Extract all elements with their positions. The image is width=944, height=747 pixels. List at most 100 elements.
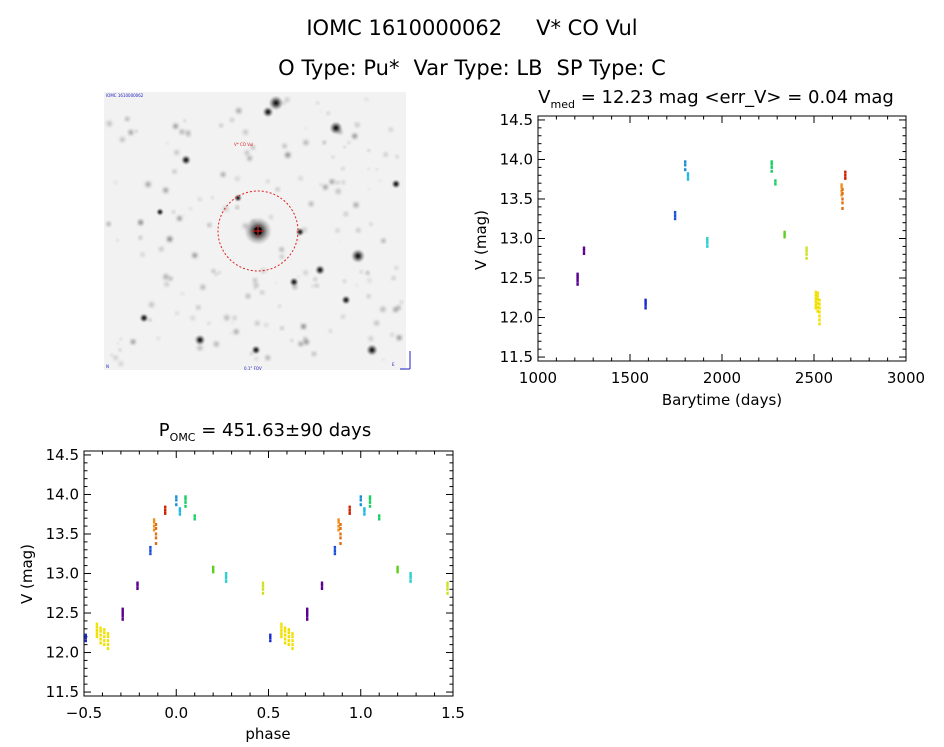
data-point — [805, 252, 808, 256]
data-point — [99, 626, 102, 630]
data-point — [841, 201, 844, 205]
bright-star — [366, 344, 378, 356]
data-point — [164, 505, 167, 509]
faint-star — [164, 282, 169, 287]
data-point — [291, 635, 294, 639]
faint-star — [235, 206, 239, 209]
data-point — [816, 305, 819, 309]
star-name: V* CO Vul — [536, 16, 638, 40]
data-point — [106, 635, 110, 639]
faint-star — [369, 223, 373, 226]
data-point — [686, 174, 690, 178]
phase-curve-y-label: V (mag) — [18, 544, 36, 604]
data-point — [283, 637, 287, 641]
data-point — [280, 632, 283, 636]
faint-star — [118, 348, 122, 352]
header-line-2: O Type: Pu* Var Type: LB SP Type: C — [0, 56, 944, 80]
thumbnail-label-top: IOMC 1610000062 — [106, 93, 144, 98]
data-point — [106, 647, 110, 651]
faint-star — [304, 127, 307, 130]
data-point — [378, 514, 381, 518]
data-point — [409, 572, 412, 575]
data-point — [136, 581, 139, 585]
faint-star — [265, 355, 270, 360]
x-tick-label: 0.0 — [164, 704, 188, 722]
x-tick-label: 0.5 — [257, 704, 281, 722]
data-point — [320, 587, 324, 590]
faint-star — [181, 292, 184, 296]
variable-type: Var Type: LB — [413, 56, 543, 80]
faint-star — [221, 172, 226, 177]
faint-star — [343, 212, 348, 216]
data-point — [684, 160, 687, 164]
bright-star — [289, 277, 299, 287]
faint-star — [285, 152, 291, 158]
faint-star — [341, 167, 345, 171]
data-point — [269, 636, 272, 639]
bright-star — [194, 334, 206, 346]
faint-star — [180, 129, 184, 134]
data-point — [212, 565, 215, 569]
faint-star — [365, 97, 368, 101]
faint-star — [120, 137, 125, 142]
faint-star — [236, 108, 242, 114]
faint-star — [183, 119, 186, 122]
data-point — [149, 552, 152, 556]
data-point — [363, 507, 366, 511]
data-point — [320, 583, 324, 587]
bright-star — [180, 154, 192, 166]
faint-star — [253, 278, 257, 283]
faint-star — [394, 266, 398, 270]
faint-star — [198, 197, 202, 201]
faint-star — [297, 239, 300, 242]
data-point — [261, 584, 265, 588]
data-point — [178, 507, 182, 511]
data-point — [136, 587, 139, 590]
data-point — [121, 617, 124, 621]
data-point — [99, 629, 102, 633]
data-point — [152, 518, 156, 522]
data-point — [644, 303, 647, 307]
light-curve-y-label: V (mag) — [472, 210, 490, 270]
data-point — [686, 172, 690, 176]
data-point — [368, 497, 372, 501]
data-point — [175, 495, 178, 499]
data-point — [291, 647, 294, 651]
faint-star — [200, 285, 206, 290]
data-point — [95, 635, 99, 639]
faint-star — [167, 236, 173, 242]
data-point — [337, 520, 340, 524]
faint-star — [279, 247, 284, 252]
faint-star — [323, 185, 328, 190]
data-point — [283, 641, 287, 645]
data-point — [818, 298, 821, 302]
data-point — [840, 185, 843, 189]
faint-star — [233, 329, 239, 335]
faint-star — [390, 333, 394, 337]
faint-star — [319, 183, 322, 186]
faint-star — [303, 140, 309, 146]
faint-star — [335, 228, 340, 233]
data-point — [269, 639, 272, 643]
data-point — [673, 217, 677, 221]
data-point — [706, 244, 709, 248]
faint-star — [329, 329, 332, 333]
data-point — [770, 169, 773, 173]
phase-curve-title: POMC = 451.63±90 days — [159, 420, 371, 444]
data-point — [446, 584, 449, 588]
data-point — [576, 277, 579, 281]
data-point — [175, 498, 178, 502]
data-point — [224, 576, 228, 580]
data-point — [261, 587, 265, 591]
data-point — [184, 495, 187, 499]
faint-star — [157, 337, 160, 340]
faint-star — [131, 339, 136, 344]
data-point — [841, 197, 844, 201]
faint-star — [163, 187, 169, 193]
faint-star — [211, 269, 216, 273]
faint-star — [254, 357, 258, 361]
data-point — [576, 279, 579, 283]
faint-star — [149, 302, 154, 308]
data-point — [339, 532, 342, 536]
data-point — [103, 635, 106, 639]
